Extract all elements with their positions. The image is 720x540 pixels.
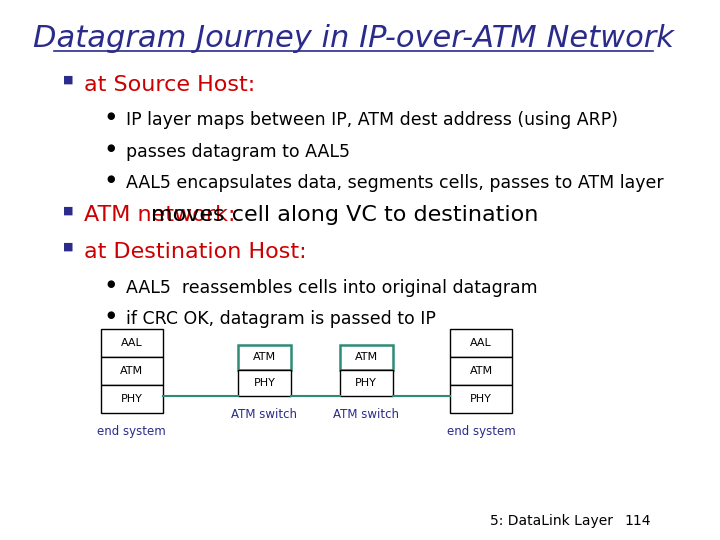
Text: if CRC OK, datagram is passed to IP: if CRC OK, datagram is passed to IP xyxy=(125,310,436,328)
Text: ●: ● xyxy=(107,279,115,289)
Text: at Source Host:: at Source Host: xyxy=(84,75,255,94)
Text: ATM switch: ATM switch xyxy=(231,408,297,421)
Bar xyxy=(450,385,512,413)
Text: ●: ● xyxy=(107,310,115,320)
Bar xyxy=(238,370,291,396)
Text: ATM: ATM xyxy=(469,366,492,376)
Text: IP layer maps between IP, ATM dest address (using ARP): IP layer maps between IP, ATM dest addre… xyxy=(125,111,618,129)
Text: passes datagram to AAL5: passes datagram to AAL5 xyxy=(125,143,350,160)
Text: ATM: ATM xyxy=(354,352,377,362)
Text: ATM: ATM xyxy=(120,366,143,376)
Text: ●: ● xyxy=(107,111,115,122)
Text: ■: ■ xyxy=(63,75,73,85)
Text: ATM: ATM xyxy=(253,352,276,362)
Bar xyxy=(101,357,163,385)
Bar xyxy=(340,370,392,396)
Text: PHY: PHY xyxy=(355,378,377,388)
Text: Datagram Journey in IP-over-ATM Network: Datagram Journey in IP-over-ATM Network xyxy=(33,24,674,53)
Text: end system: end system xyxy=(97,425,166,438)
Text: ■: ■ xyxy=(63,242,73,252)
Text: PHY: PHY xyxy=(253,378,275,388)
Text: AAL5  reassembles cells into original datagram: AAL5 reassembles cells into original dat… xyxy=(125,279,537,296)
Bar xyxy=(340,345,392,370)
Text: PHY: PHY xyxy=(470,394,492,404)
Bar xyxy=(101,329,163,357)
Bar xyxy=(450,357,512,385)
Text: ●: ● xyxy=(107,143,115,153)
Text: ■: ■ xyxy=(63,205,73,215)
Text: PHY: PHY xyxy=(121,394,143,404)
Text: moves cell along VC to destination: moves cell along VC to destination xyxy=(151,205,539,225)
Bar xyxy=(450,329,512,357)
Text: 5: DataLink Layer: 5: DataLink Layer xyxy=(490,514,613,528)
Bar xyxy=(101,385,163,413)
Text: at Destination Host:: at Destination Host: xyxy=(84,242,307,262)
Text: AAL: AAL xyxy=(121,339,143,348)
Bar xyxy=(238,345,291,370)
Text: ●: ● xyxy=(107,174,115,184)
Text: 114: 114 xyxy=(624,514,651,528)
Text: end system: end system xyxy=(446,425,516,438)
Text: AAL5 encapsulates data, segments cells, passes to ATM layer: AAL5 encapsulates data, segments cells, … xyxy=(125,174,663,192)
Text: AAL: AAL xyxy=(470,339,492,348)
Text: ATM network:: ATM network: xyxy=(84,205,243,225)
Text: ATM switch: ATM switch xyxy=(333,408,399,421)
